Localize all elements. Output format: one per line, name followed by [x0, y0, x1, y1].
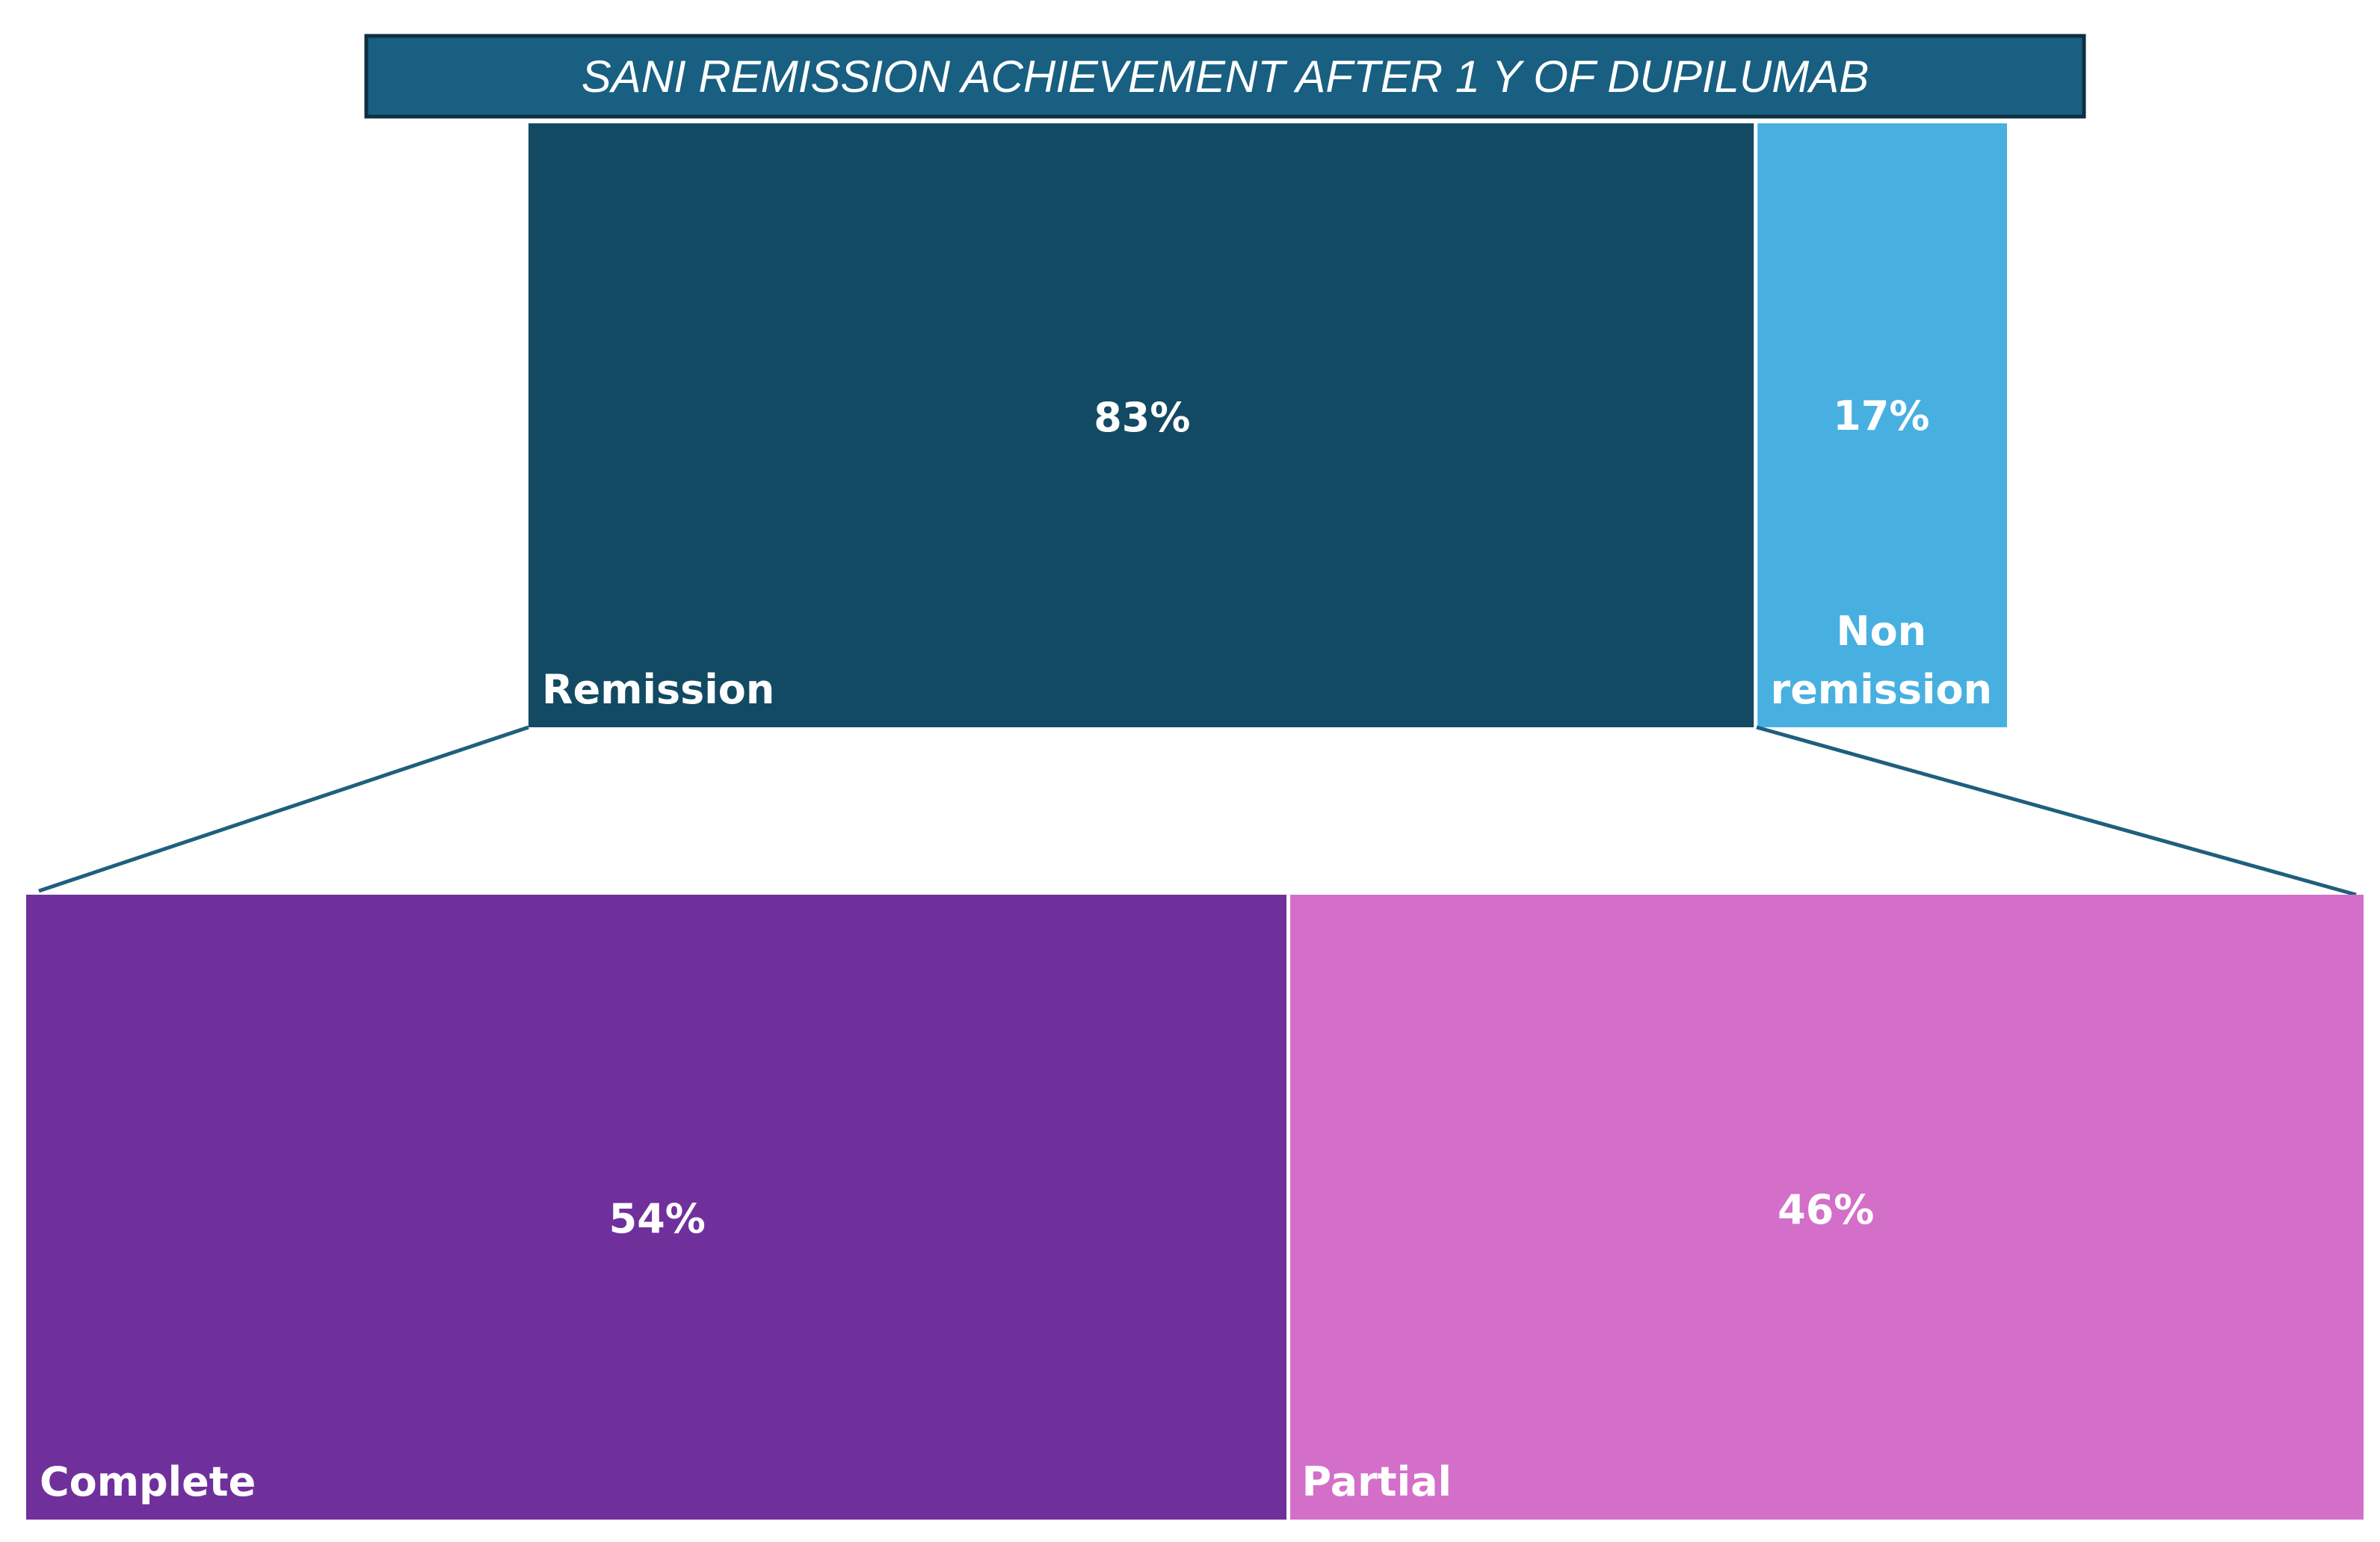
segment-non_remission — [1755, 123, 2007, 727]
value-label-complete: 54% — [609, 1195, 706, 1242]
top-level-segments: 83% Remission 17% Non remission — [528, 123, 2007, 727]
segment-remission — [528, 123, 1756, 727]
category-label-remission: Remission — [542, 666, 774, 713]
chart-title-banner — [364, 34, 2086, 119]
segment-partial — [1288, 895, 2364, 1520]
category-label-partial: Partial — [1302, 1458, 1452, 1505]
value-label-partial: 46% — [1778, 1186, 1874, 1233]
chart-title: SANI REMISSION ACHIEVEMENT AFTER 1 Y OF … — [582, 52, 1869, 102]
connector-line-left — [38, 725, 529, 893]
remission-breakdown-segments: 54% Complete 46% Partial — [26, 895, 2364, 1520]
category-label-complete: Complete — [40, 1458, 256, 1505]
category-label-non_remission-line-1: Non — [1836, 608, 1926, 655]
value-label-remission: 83% — [1094, 394, 1190, 441]
value-label-non_remission: 17% — [1833, 392, 1929, 440]
segment-complete — [26, 895, 1289, 1520]
category-label-non_remission-line-2: remission — [1771, 666, 1992, 713]
connector-line-right — [1756, 725, 2357, 897]
